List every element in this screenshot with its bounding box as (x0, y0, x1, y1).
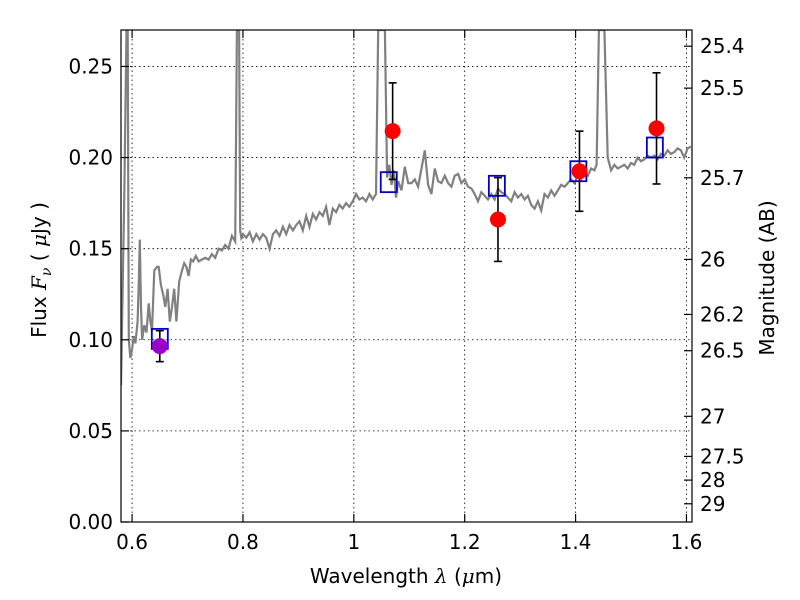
data-point (648, 120, 665, 137)
data-point (489, 211, 506, 228)
x-tick-label: 0.6 (116, 530, 148, 554)
y-tick-label: 0.20 (68, 146, 113, 170)
plot-area (121, 30, 692, 386)
y-axis-label: Flux Fν ( μJy ) (27, 202, 55, 338)
data-point (384, 123, 401, 140)
band-flux-squares (150, 136, 664, 350)
data-point (571, 163, 588, 180)
y2-axis-label: Magnitude (AB) (755, 200, 779, 355)
x-tick-label: 1.6 (671, 530, 703, 554)
y-tick-label: 0.10 (68, 328, 113, 352)
x-tick-label: 0.8 (227, 530, 259, 554)
y2-tick-label: 26.5 (700, 339, 745, 363)
x-axis-label: Wavelength λ (μm) (310, 564, 502, 588)
band-flux-square (645, 136, 664, 159)
band-flux-square (487, 174, 506, 197)
y-tick-label: 0.15 (68, 237, 113, 261)
y2-tick-label: 25.7 (700, 166, 745, 190)
y2-tick-label: 27 (700, 404, 725, 428)
y2-tick-label: 26.2 (700, 302, 745, 326)
band-flux-square (379, 171, 398, 194)
y2-tick-label: 27.5 (700, 444, 745, 468)
y2-tick-label: 25.5 (700, 76, 745, 100)
y-tick-label: 0.00 (68, 510, 113, 534)
x-tick-label: 1.2 (449, 530, 481, 554)
ticks-layer: 0.6 0.8 1 1.2 1.4 1.6 0.00 0.05 0.10 0.15 0.20 0.25… (68, 30, 745, 554)
spectrum-line (121, 30, 692, 386)
x-tick-label: 1.4 (560, 530, 592, 554)
data-point (151, 338, 168, 355)
observed-points (151, 72, 665, 363)
y-tick-label: 0.05 (68, 419, 113, 443)
y-tick-label: 0.25 (68, 54, 113, 78)
x-tick-label: 1 (347, 530, 360, 554)
y2-tick-label: 28 (700, 468, 725, 492)
y2-tick-label: 29 (700, 492, 725, 516)
y2-tick-label: 25.4 (700, 34, 745, 58)
y2-tick-label: 26 (700, 247, 725, 271)
plot-frame (120, 29, 693, 523)
